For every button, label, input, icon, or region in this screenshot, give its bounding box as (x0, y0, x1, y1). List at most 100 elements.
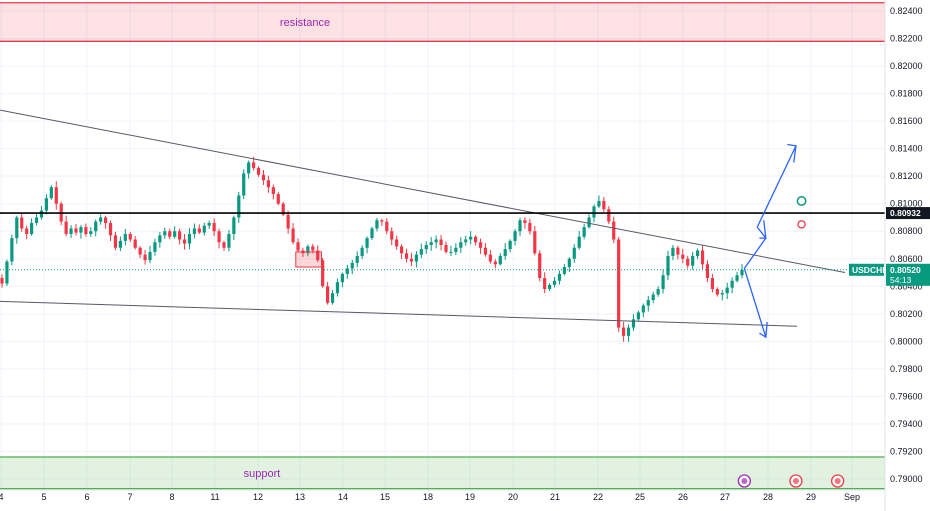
candle-body (74, 228, 78, 233)
candle-body (84, 227, 88, 234)
candle-body (89, 231, 93, 234)
candle-body (424, 245, 428, 250)
y-tick-label: 0.79200 (890, 446, 923, 456)
x-tick-label: 14 (338, 492, 348, 502)
arrow-down-main (743, 268, 767, 338)
candle-body (326, 286, 330, 303)
candle-body (617, 239, 621, 328)
candle-body (395, 239, 399, 247)
candle-body (577, 236, 581, 248)
target-circle-red (797, 220, 806, 229)
candle-body (528, 222, 532, 232)
y-tick-label: 0.81400 (890, 144, 923, 154)
candle-body (39, 210, 44, 218)
candle-body (720, 293, 724, 295)
candle-body (256, 167, 261, 175)
arrow-up-head (787, 143, 797, 163)
trendline-upper (0, 109, 846, 274)
candle-body (20, 217, 24, 229)
candle-body (740, 269, 744, 276)
candle-body (99, 217, 103, 222)
y-tick-label: 0.80400 (890, 281, 923, 291)
y-tick-label: 0.82200 (890, 34, 923, 44)
candle-body (602, 200, 606, 210)
candle-body (503, 249, 507, 257)
candle-body (123, 233, 127, 241)
candle-body (163, 231, 167, 236)
candle-body (94, 221, 98, 232)
candle-body (133, 239, 137, 248)
price-axis[interactable]: 0.82400 0.82200 0.82000 0.81800 0.81600 0.814… (886, 6, 930, 484)
candle-body (385, 221, 389, 232)
candle-body (296, 242, 300, 251)
candle-body (661, 275, 665, 290)
candle-body (562, 267, 566, 274)
candle-body (478, 242, 483, 248)
candle-body (607, 209, 611, 222)
candle-body (148, 251, 152, 261)
candle-body (567, 258, 571, 268)
x-tick-label: 18 (423, 492, 433, 502)
candle-body (676, 247, 680, 255)
x-tick-label: 26 (678, 492, 688, 502)
candle-body (715, 289, 719, 295)
candle-body (276, 194, 280, 204)
x-tick-label: 6 (84, 492, 89, 502)
overlays: USDCHF (0, 109, 887, 339)
candle-body (656, 289, 660, 295)
candle-body (612, 221, 616, 240)
candle-body (404, 253, 409, 259)
candle-body (434, 239, 438, 243)
target-circle-green (796, 196, 807, 206)
candle-body (64, 221, 68, 234)
candle-body (360, 247, 364, 257)
candle-body (311, 246, 315, 251)
candle-body (291, 228, 295, 243)
candle-body (725, 287, 729, 294)
event-markers (737, 474, 845, 488)
price-label: 0.80520 (890, 265, 921, 275)
candle-body (30, 222, 34, 234)
level-line-badge (886, 207, 930, 220)
candle-body (113, 235, 118, 248)
candle-body (523, 220, 527, 223)
candle-body (227, 233, 231, 248)
y-tick-label: 0.82000 (890, 61, 923, 71)
candle-body (691, 256, 695, 266)
candle-body (681, 254, 685, 259)
y-tick-label: 0.82400 (890, 6, 923, 16)
y-tick-label: 0.79000 (890, 474, 923, 484)
candle-body (202, 225, 206, 233)
y-tick-label: 0.80600 (890, 254, 923, 264)
candle-body (700, 250, 705, 265)
candle-body (182, 239, 187, 244)
candle-body (355, 256, 359, 263)
candle-body (508, 240, 512, 250)
candle-body (350, 262, 354, 269)
support-zone (0, 456, 885, 489)
candle-body (237, 195, 241, 218)
candle-body (538, 253, 542, 279)
candle-body (469, 236, 473, 240)
y-tick-label: 0.81800 (890, 89, 923, 99)
candle-body (419, 249, 423, 255)
x-tick-label: 5 (41, 492, 46, 502)
candle-body (212, 222, 216, 232)
candle-body (641, 305, 645, 313)
x-tick-label: 15 (380, 492, 390, 502)
candle-body (252, 162, 256, 168)
x-tick-label: 22 (593, 492, 603, 502)
candle-body (429, 242, 433, 245)
symbol-badge (849, 263, 884, 276)
time-axis[interactable]: 4 5 6 7 8 11 12 13 14 15 18 19 20 21 22 25 26 27 28 29 Sep (0, 492, 860, 502)
x-tick-label: 29 (806, 492, 816, 502)
x-tick-label: 13 (295, 492, 305, 502)
candle-body (548, 284, 552, 290)
candle-body (380, 220, 384, 222)
candle-body (15, 217, 19, 239)
candle-body (696, 250, 700, 257)
candle-body (459, 242, 463, 248)
countdown-label: 54:13 (890, 275, 912, 285)
candle-body (370, 228, 374, 239)
